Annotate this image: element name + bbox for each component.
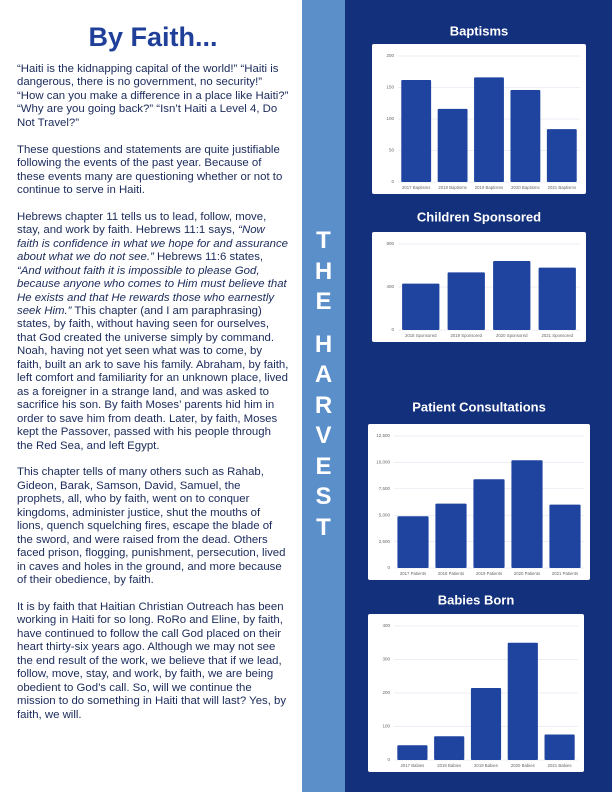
y-tick-label: 300	[382, 657, 390, 662]
bar	[511, 460, 543, 568]
y-tick-label: 0	[387, 757, 390, 762]
y-tick-label: 800	[386, 241, 394, 246]
y-tick-label: 50	[389, 148, 395, 153]
bar	[473, 479, 505, 568]
x-tick-label: 2019 Babies	[474, 763, 498, 768]
y-tick-label: 150	[386, 85, 394, 90]
x-tick-label: 2018 Sponsored	[405, 333, 437, 338]
bar	[470, 687, 502, 760]
x-tick-label: 2019 Patients	[476, 571, 502, 576]
x-tick-label: 2019 Sponsored	[450, 333, 482, 338]
paragraph: This chapter tells of many others such a…	[17, 466, 289, 587]
banner-word: HARVEST	[314, 330, 333, 541]
bar	[397, 516, 429, 568]
banner: THE HARVEST	[302, 226, 345, 555]
paragraph: These questions and statements are quite…	[17, 144, 289, 198]
chart-title: Patient Consultations	[412, 399, 546, 414]
y-tick-label: 100	[382, 724, 390, 729]
chart-title: Children Sponsored	[417, 209, 541, 224]
bar	[544, 734, 575, 760]
y-tick-label: 10,000	[376, 460, 390, 465]
bar	[538, 267, 576, 330]
y-tick-label: 100	[386, 116, 394, 121]
text-run: This chapter tells of many others such a…	[17, 466, 286, 587]
paragraph: Hebrews chapter 11 tells us to lead, fol…	[17, 211, 289, 453]
y-tick-label: 2,500	[379, 539, 391, 544]
y-tick-label: 12,500	[376, 433, 390, 438]
banner-strip	[302, 0, 345, 792]
y-tick-label: 0	[387, 565, 390, 570]
bar	[493, 260, 531, 330]
x-tick-label: 2018 Babies	[437, 763, 461, 768]
bar	[546, 129, 577, 182]
x-tick-label: 2018 Patients	[438, 571, 464, 576]
y-tick-label: 0	[391, 327, 394, 332]
bar	[397, 745, 428, 760]
y-tick-label: 200	[386, 53, 394, 58]
chart-title: Babies Born	[438, 592, 515, 607]
paragraph: It is by faith that Haitian Christian Ou…	[17, 601, 289, 722]
x-tick-label: 2017 Patients	[400, 571, 426, 576]
x-tick-label: 2020 Patients	[514, 571, 540, 576]
bar	[401, 79, 432, 182]
bar	[510, 90, 541, 182]
text-run: Hebrews 11:6 states,	[153, 251, 264, 264]
y-tick-label: 7,500	[379, 486, 391, 491]
y-tick-label: 5,000	[379, 512, 391, 517]
text-run: This chapter (and I am paraphrasing) sta…	[17, 305, 289, 452]
bar	[549, 504, 581, 568]
x-tick-label: 2017 Baptisms	[402, 185, 430, 190]
x-tick-label: 2019 Baptisms	[475, 185, 503, 190]
text-run: Hebrews chapter 11 tells us to lead, fol…	[17, 210, 267, 237]
y-tick-label: 200	[382, 690, 390, 695]
x-tick-label: 2021 Sponsored	[541, 333, 573, 338]
x-tick-label: 2020 Babies	[511, 763, 535, 768]
x-tick-label: 2018 Baptisms	[438, 185, 466, 190]
bar	[402, 283, 440, 330]
bar	[507, 642, 538, 760]
bar	[435, 503, 467, 568]
text-run: These questions and statements are quite…	[17, 143, 283, 197]
x-tick-label: 2021 Baptisms	[548, 185, 576, 190]
paragraph: “Haiti is the kidnapping capital of the …	[17, 63, 289, 130]
y-tick-label: 0	[391, 179, 394, 184]
bar	[434, 736, 465, 760]
bar	[474, 77, 504, 182]
article: By Faith... “Haiti is the kidnapping cap…	[17, 22, 289, 735]
x-tick-label: 2021 Babies	[548, 763, 572, 768]
x-tick-label: 2017 Babies	[400, 763, 424, 768]
chart-title: Baptisms	[450, 23, 509, 38]
y-tick-label: 400	[386, 284, 394, 289]
quote-run: “And without faith it is impossible to p…	[17, 264, 287, 318]
text-run: “Haiti is the kidnapping capital of the …	[17, 63, 289, 129]
quote-run: “Now faith is confidence in what we hope…	[17, 224, 289, 264]
x-tick-label: 2021 Patients	[552, 571, 578, 576]
text-run: It is by faith that Haitian Christian Ou…	[17, 600, 287, 721]
article-title: By Faith...	[88, 22, 218, 52]
bar	[437, 108, 468, 182]
x-tick-label: 2020 Baptisms	[511, 185, 539, 190]
banner-word: THE	[314, 227, 333, 315]
x-tick-label: 2020 Sponsored	[496, 333, 528, 338]
bar	[447, 272, 485, 330]
y-tick-label: 400	[382, 623, 390, 628]
